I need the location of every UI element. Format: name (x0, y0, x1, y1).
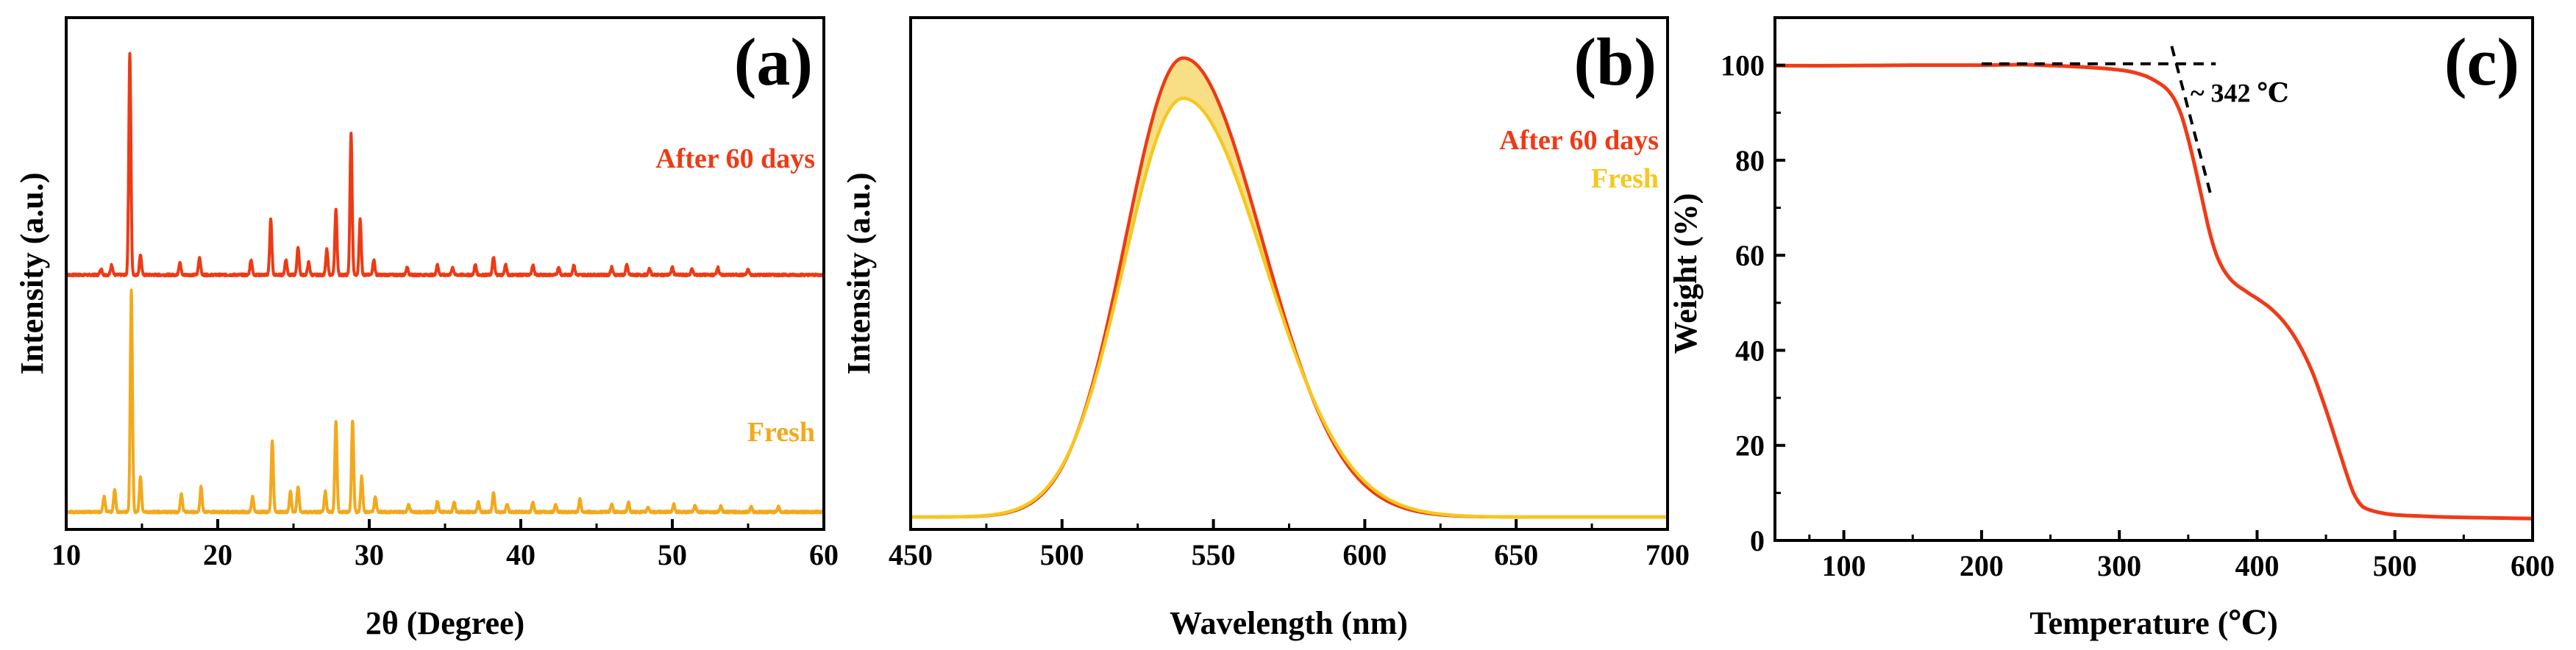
panel-c-y-tick-label: 20 (1735, 429, 1765, 463)
panel-b-axes-frame (909, 16, 1669, 531)
panel-c-y-ticks: 0 20 40 60 80 100 (1721, 49, 1785, 557)
panel-b-series-fresh (911, 96, 1668, 519)
panel-a-legend-fresh: Fresh (747, 417, 815, 448)
panel-b-x-tick-label: 500 (1040, 538, 1084, 571)
panel-c-y-tick-label: 80 (1735, 144, 1765, 177)
panel-a-series-group (65, 51, 825, 515)
panel-c-x-tick-label: 200 (1960, 549, 2004, 582)
panel-b-legend-after: After 60 days (1499, 125, 1659, 156)
panel-a-x-axis-title: 2θ (Degree) (366, 605, 524, 641)
panel-c-x-ticks: 100 200 300 400 500 600 (1808, 530, 2555, 582)
panel-a-x-tick-label: 50 (658, 538, 687, 571)
panel-a-label: (a) (734, 24, 813, 99)
panel-a-xrd-chart: 10 20 30 40 50 60 (a) After 60 days Fresh 2θ … (14, 16, 839, 641)
panel-c-onset-annotation: ~ 342 ℃ (2191, 79, 2289, 108)
panel-c-tangent-line-2 (2170, 46, 2213, 199)
panel-c-x-tick-label: 100 (1822, 549, 1866, 582)
panel-a-x-tick-label: 20 (203, 538, 232, 571)
panel-c-x-tick-label: 400 (2235, 549, 2279, 582)
panel-c-axes-frame (1773, 16, 2534, 542)
panel-a-series-after-60-days (65, 51, 825, 278)
panel-c-label: (c) (2444, 24, 2519, 99)
panel-b-x-tick-label: 550 (1192, 538, 1236, 571)
panel-c-y-axis-title: Weight (%) (1668, 193, 1704, 354)
panel-a-series-fresh (65, 288, 825, 515)
panel-c-series-group (1774, 46, 2533, 521)
panel-c-y-tick-label: 40 (1735, 334, 1765, 367)
panel-a-x-ticks: 10 20 30 40 50 60 (51, 519, 839, 571)
panel-b-pl-chart: 450 500 550 600 650 700 (b) After 60 days Fre… (841, 16, 1690, 641)
panel-c-tga-chart: 100 200 300 400 500 600 0 20 40 60 80 100 (c) ~ 34… (1668, 16, 2555, 641)
panel-c-x-tick-label: 300 (2097, 549, 2141, 582)
panel-c-x-axis-title: Temperature (℃) (2029, 605, 2277, 641)
panel-c-y-tick-label: 0 (1750, 524, 1765, 557)
panel-b-x-axis-title: Wavelength (nm) (1170, 605, 1408, 641)
panel-c-x-tick-label: 600 (2511, 549, 2555, 582)
panel-b-x-tick-label: 450 (889, 538, 933, 571)
panel-c-y-tick-label: 100 (1721, 49, 1765, 82)
panel-a-y-axis-title: Intensity (a.u.) (14, 172, 50, 374)
panel-b-y-axis-title: Intensity (a.u.) (841, 172, 877, 374)
panel-b-x-tick-label: 650 (1494, 538, 1538, 571)
panel-b-label: (b) (1574, 24, 1657, 99)
panel-c-y-tick-label: 60 (1735, 239, 1765, 272)
panel-b-x-ticks: 450 500 550 600 650 700 (889, 519, 1690, 571)
panel-a-x-tick-label: 10 (51, 538, 81, 571)
panel-a-legend-after: After 60 days (655, 143, 815, 174)
panel-a-x-tick-label: 60 (809, 538, 839, 571)
panel-b-series-group (911, 56, 1668, 519)
panel-a-x-tick-label: 30 (355, 538, 384, 571)
panel-b-legend-fresh: Fresh (1591, 163, 1659, 194)
panel-b-x-tick-label: 700 (1645, 538, 1690, 571)
panel-a-x-tick-label: 40 (506, 538, 536, 571)
panel-b-x-tick-label: 600 (1342, 538, 1387, 571)
panel-c-series-tga (1774, 63, 2533, 521)
panel-c-x-tick-label: 500 (2373, 549, 2417, 582)
